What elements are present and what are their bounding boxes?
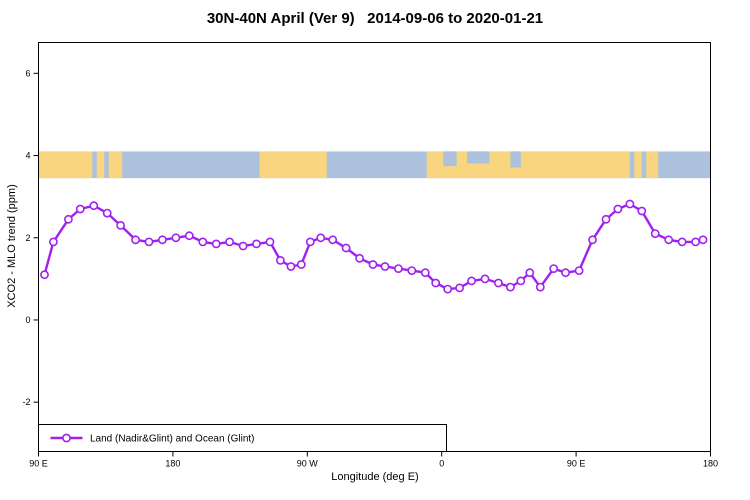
data-point bbox=[131, 235, 140, 245]
data-point bbox=[316, 233, 326, 243]
data-point bbox=[40, 270, 49, 280]
map-band-land bbox=[96, 151, 105, 179]
data-point bbox=[380, 262, 390, 271]
data-point bbox=[89, 201, 99, 211]
chart-title: 30N-40N April (Ver 9) 2014-09-06 to 2020… bbox=[206, 10, 544, 27]
data-point bbox=[637, 206, 647, 216]
x-tick-label: 90 E bbox=[567, 459, 586, 469]
map-band-sea-patch bbox=[510, 151, 521, 168]
data-point bbox=[265, 237, 275, 247]
data-point bbox=[198, 237, 208, 247]
data-point bbox=[549, 264, 559, 273]
legend-marker-symbol bbox=[62, 433, 71, 443]
plot-border bbox=[38, 42, 711, 452]
x-tick-label: 90 E bbox=[29, 459, 48, 469]
x-tick-label: 180 bbox=[165, 459, 180, 469]
data-point bbox=[613, 204, 623, 214]
data-point bbox=[286, 262, 296, 271]
map-band-land bbox=[108, 151, 123, 179]
data-point bbox=[305, 237, 315, 247]
x-tick-label: 0 bbox=[439, 459, 444, 469]
data-point bbox=[368, 260, 378, 269]
data-point bbox=[467, 276, 476, 286]
data-point bbox=[698, 235, 708, 245]
y-tick-label: 4 bbox=[25, 151, 30, 161]
map-band-land bbox=[259, 151, 327, 179]
data-point bbox=[144, 237, 154, 247]
data-point bbox=[116, 220, 125, 230]
data-point bbox=[455, 283, 464, 293]
data-point bbox=[49, 237, 58, 247]
data-point bbox=[157, 235, 167, 245]
data-point bbox=[588, 235, 597, 245]
data-point bbox=[625, 199, 635, 209]
data-point bbox=[102, 208, 112, 218]
data-point bbox=[171, 233, 181, 243]
data-point bbox=[505, 282, 515, 292]
data-point bbox=[355, 253, 364, 263]
data-point bbox=[691, 237, 700, 247]
map-band-land bbox=[38, 151, 93, 179]
data-point bbox=[480, 274, 490, 284]
y-tick-label: 0 bbox=[25, 315, 30, 325]
map-band-sea-patch bbox=[443, 151, 457, 167]
map-band-land bbox=[646, 151, 659, 179]
data-point bbox=[211, 239, 221, 249]
data-point bbox=[225, 237, 234, 247]
data-point bbox=[525, 268, 535, 278]
legend-label: Land (Nadir&Glint) and Ocean (Glint) bbox=[90, 434, 255, 445]
data-point bbox=[677, 237, 687, 247]
data-point bbox=[238, 241, 248, 251]
data-point bbox=[64, 214, 73, 224]
y-tick-label: 6 bbox=[25, 68, 30, 78]
data-point bbox=[443, 284, 453, 294]
data-point bbox=[420, 268, 430, 278]
data-point bbox=[75, 204, 85, 214]
data-point bbox=[296, 260, 306, 269]
data-point bbox=[407, 266, 417, 275]
data-point bbox=[393, 264, 403, 273]
y-tick-label: -2 bbox=[22, 397, 30, 407]
map-band-land bbox=[634, 151, 642, 179]
data-point bbox=[493, 278, 503, 288]
data-point bbox=[328, 235, 338, 245]
data-point bbox=[341, 243, 351, 253]
data-point bbox=[184, 231, 194, 241]
data-point bbox=[561, 268, 570, 278]
data-point bbox=[252, 239, 261, 249]
map-band-land bbox=[426, 151, 630, 179]
data-point bbox=[275, 255, 285, 265]
data-point bbox=[601, 214, 611, 224]
data-point bbox=[516, 276, 526, 286]
x-axis-title: Longitude (deg E) bbox=[331, 471, 419, 483]
x-tick-label: 90 W bbox=[297, 459, 319, 469]
data-point bbox=[431, 278, 441, 288]
map-band-sea-patch bbox=[467, 151, 490, 164]
data-point bbox=[650, 229, 660, 238]
data-point bbox=[535, 282, 545, 292]
x-tick-label: 180 bbox=[703, 459, 718, 469]
y-tick-label: 2 bbox=[25, 233, 30, 243]
data-point bbox=[574, 266, 584, 275]
data-point bbox=[664, 235, 674, 245]
legend-box bbox=[38, 424, 447, 452]
